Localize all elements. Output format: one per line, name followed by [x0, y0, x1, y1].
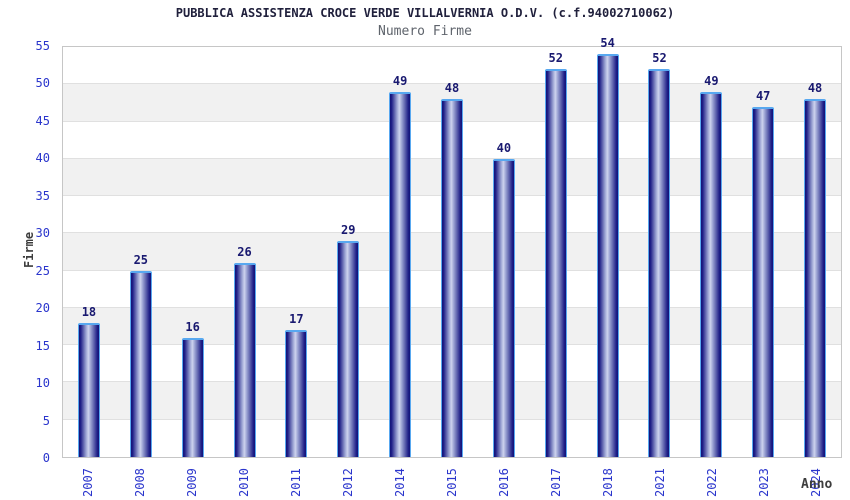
bar-value-label: 16: [185, 319, 200, 334]
bar: [389, 91, 412, 457]
bar: [77, 322, 100, 457]
x-tick-label: 2014: [392, 468, 407, 497]
y-tick-label: 45: [35, 113, 50, 128]
plot-area: 18 25 16 26 17 29 49 48 40 52 54 52 49 47 48: [62, 36, 842, 458]
x-axis-label: Anno: [801, 477, 833, 492]
x-tick-label: 2023: [757, 468, 771, 497]
bar-value-label: 48: [444, 81, 460, 96]
x-tick-label: 2009: [184, 468, 199, 497]
bar: [752, 106, 775, 457]
bar-value-label: 48: [807, 81, 823, 96]
gridline: [63, 83, 841, 85]
x-tick-label: 2010: [237, 468, 251, 497]
bar-value-label: 18: [81, 304, 97, 319]
bar-value-label: 29: [341, 222, 356, 237]
x-tick-label: 2016: [497, 468, 511, 497]
bar: [129, 270, 152, 457]
x-axis-ticks: 2007 2008 2009 2010 2011 2012 2014 2015 2016 2017…: [62, 459, 842, 499]
y-tick-label: 55: [35, 39, 50, 53]
y-axis-ticks: 0 5 10 15 20 25 30 35 40 45 50 55: [0, 39, 50, 465]
bar-value-label: 26: [237, 245, 252, 260]
x-tick-label: 2015: [445, 468, 459, 497]
bar-value-label: 52: [652, 51, 667, 66]
bar-value-label: 40: [496, 140, 512, 155]
bar: [648, 69, 671, 457]
y-tick-label: 15: [35, 338, 50, 353]
bar: [181, 337, 204, 457]
x-tick-label: 2008: [133, 468, 147, 497]
y-tick-label: 40: [35, 151, 50, 166]
bar-value-label: 52: [548, 51, 563, 66]
bar-value-label: 49: [704, 73, 719, 88]
bar: [492, 158, 515, 457]
y-tick-label: 5: [42, 413, 50, 428]
y-tick-label: 10: [35, 376, 50, 391]
bar: [596, 54, 619, 457]
bar: [544, 69, 567, 457]
bar: [337, 240, 360, 457]
y-tick-label: 20: [35, 301, 50, 316]
bar-value-label: 25: [133, 252, 149, 267]
x-tick-label: 2007: [80, 468, 95, 497]
x-tick-label: 2011: [289, 468, 303, 497]
x-tick-label: 2022: [705, 468, 719, 497]
chart-title: PUBBLICA ASSISTENZA CROCE VERDE VILLALVE…: [175, 6, 675, 20]
bar-value-label: 49: [392, 73, 408, 88]
x-tick-label: 2017: [549, 468, 563, 497]
bar: [441, 99, 463, 457]
y-tick-label: 25: [35, 263, 50, 278]
y-tick-label: 30: [35, 226, 50, 241]
bar-value-label: 17: [289, 312, 304, 327]
x-tick-label: 2012: [341, 468, 355, 497]
bar-value-label: 47: [755, 88, 771, 103]
x-tick-label: 2018: [601, 468, 615, 497]
chart-subtitle: Numero Firme: [378, 24, 472, 39]
bar: [285, 330, 308, 457]
bar: [233, 263, 256, 457]
bar-value-label: 54: [600, 36, 615, 51]
bar: [700, 91, 723, 457]
y-tick-label: 50: [35, 76, 50, 91]
x-tick-label: 2021: [653, 468, 667, 497]
y-tick-label: 35: [35, 188, 50, 203]
y-tick-label: 0: [42, 451, 50, 465]
bar: [804, 99, 827, 457]
